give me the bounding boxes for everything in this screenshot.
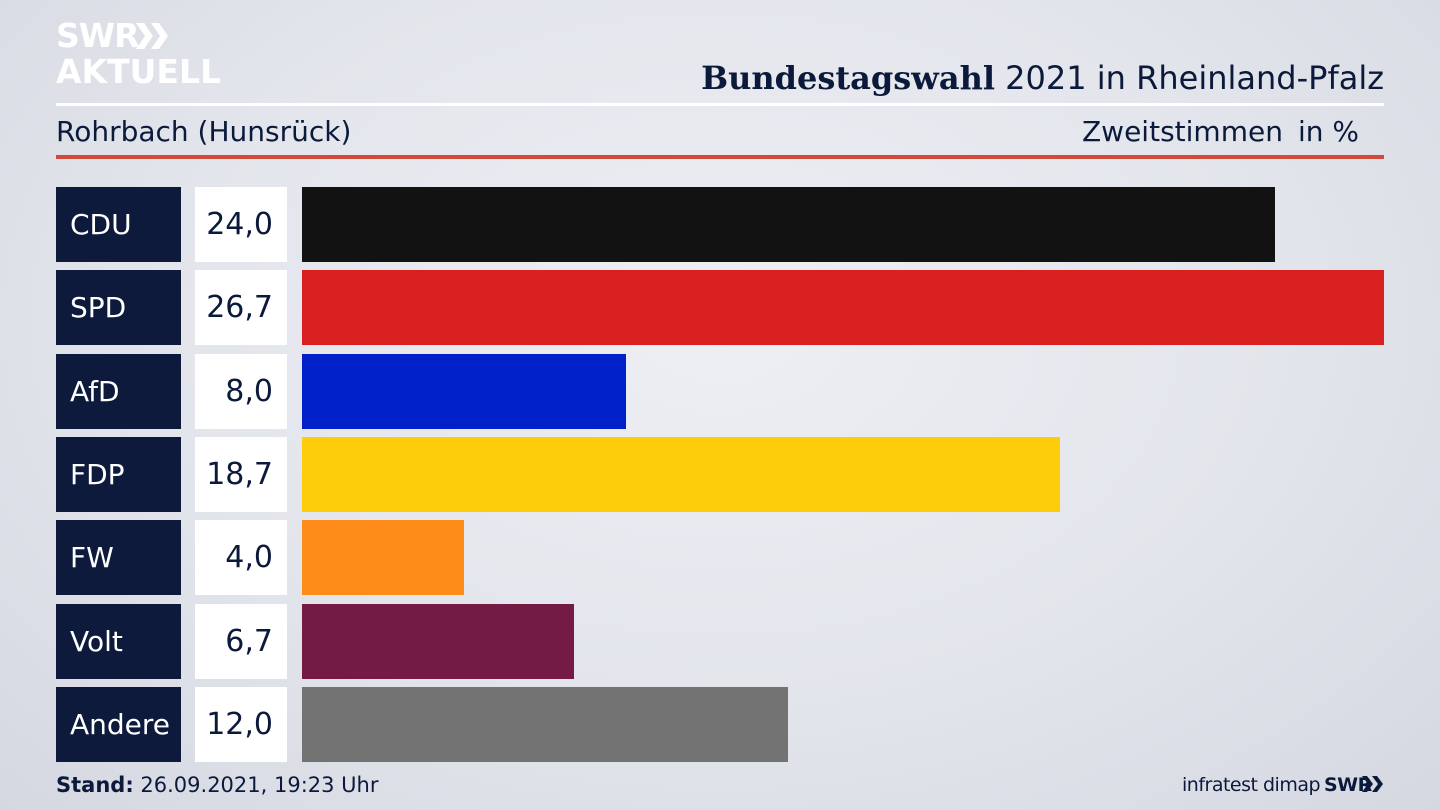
title-bold: Bundestagswahl	[701, 59, 995, 97]
data-label: 18,7	[206, 457, 273, 492]
data-label: 6,7	[225, 624, 273, 659]
swr-aktuell-logo: SWR AKTUELL	[56, 18, 256, 92]
data-label: 24,0	[206, 207, 273, 242]
party-box: AfD	[56, 354, 181, 429]
timestamp: Stand: 26.09.2021, 19:23 Uhr	[56, 771, 379, 799]
double-chevron-icon	[136, 23, 168, 49]
bar	[302, 437, 1060, 512]
stand-label: Stand:	[56, 773, 134, 797]
bar	[302, 187, 1275, 262]
party-box: Andere	[56, 687, 181, 762]
party-box: FW	[56, 520, 181, 595]
party-box: Volt	[56, 604, 181, 679]
party-label: FW	[70, 541, 114, 574]
measure-label: Zweitstimmen	[1082, 115, 1283, 148]
bar	[302, 354, 626, 429]
data-label: 12,0	[206, 707, 273, 742]
party-label: Volt	[70, 625, 123, 658]
small-double-chevron-icon	[1362, 776, 1383, 792]
party-label: SPD	[70, 291, 127, 324]
party-box: CDU	[56, 187, 181, 262]
bar-row: Andere 12,0	[56, 687, 1384, 762]
accent-divider	[56, 155, 1384, 159]
value-box: 4,0	[195, 520, 287, 595]
bar-row: Volt 6,7	[56, 604, 1384, 679]
bar	[302, 687, 788, 762]
logo-text-aktuell: AKTUELL	[56, 52, 222, 91]
value-box: 8,0	[195, 354, 287, 429]
logo-text-swr: SWR	[56, 16, 140, 55]
value-box: 18,7	[195, 437, 287, 512]
bar	[302, 520, 464, 595]
bar-row: FW 4,0	[56, 520, 1384, 595]
bar	[302, 604, 574, 679]
unit-label: in %	[1298, 115, 1360, 148]
data-label: 4,0	[225, 540, 273, 575]
party-label: Andere	[70, 708, 171, 741]
brand-logo-small: SWR	[1324, 774, 1372, 796]
data-label: 8,0	[225, 374, 273, 409]
party-box: SPD	[56, 270, 181, 345]
district-subtitle: Rohrbach (Hunsrück)	[56, 115, 352, 148]
value-box: 12,0	[195, 687, 287, 762]
stand-value: 26.09.2021, 19:23 Uhr	[133, 773, 379, 797]
data-label: 26,7	[206, 290, 273, 325]
party-label: CDU	[70, 208, 132, 241]
party-label: FDP	[70, 458, 125, 491]
bar-row: CDU 24,0	[56, 187, 1384, 262]
header-divider	[56, 103, 1384, 106]
bar	[302, 270, 1384, 345]
value-box: 24,0	[195, 187, 287, 262]
value-box: 26,7	[195, 270, 287, 345]
party-box: FDP	[56, 437, 181, 512]
bar-row: SPD 26,7	[56, 270, 1384, 345]
value-box: 6,7	[195, 604, 287, 679]
bar-row: AfD 8,0	[56, 354, 1384, 429]
title-rest: 2021 in Rheinland-Pfalz	[995, 59, 1384, 97]
source-credit: infratest dimap	[1182, 774, 1321, 796]
chart-title: Bundestagswahl 2021 in Rheinland-Pfalz	[701, 58, 1384, 98]
bar-row: FDP 18,7	[56, 437, 1384, 512]
party-label: AfD	[70, 375, 120, 408]
